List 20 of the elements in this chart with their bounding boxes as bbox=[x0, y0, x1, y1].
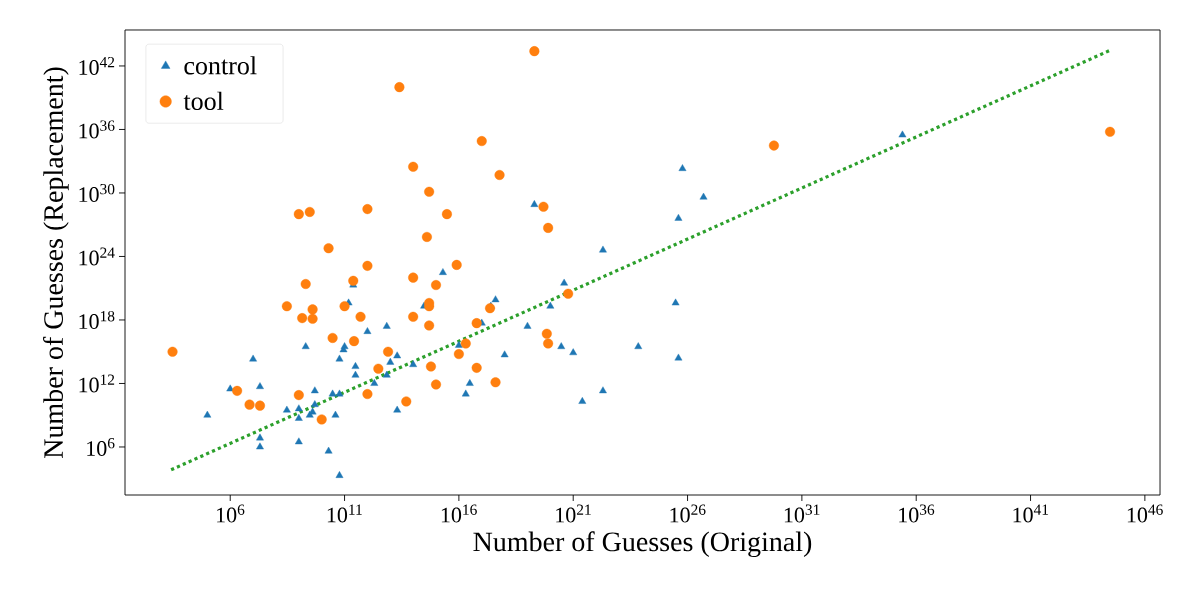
y-tick-label: 10$^{42}$ bbox=[79, 56, 115, 75]
x-tick-label: 10$^{26}$ bbox=[670, 504, 706, 523]
y-axis-title: Number of Guesses (Replacement) bbox=[43, 67, 69, 459]
x-tick-label: 10$^{21}$ bbox=[556, 504, 591, 523]
x-axis-title: Number of Guesses (Original) bbox=[473, 531, 812, 558]
x-tick-label: 10$^{6}$ bbox=[217, 504, 245, 523]
y-tick-label: 10$^{30}$ bbox=[79, 183, 115, 202]
x-tick-label: 10$^{11}$ bbox=[327, 504, 362, 523]
y-tick-label: 10$^{36}$ bbox=[79, 120, 115, 139]
y-tick-label: 10$^{24}$ bbox=[79, 247, 115, 266]
x-tick-label: 10$^{31}$ bbox=[784, 504, 820, 523]
x-tick-label: 10$^{16}$ bbox=[441, 504, 477, 523]
legend-label: tool bbox=[183, 91, 224, 110]
legend-label: control bbox=[184, 56, 257, 75]
x-tick-label: 10$^{41}$ bbox=[1013, 504, 1049, 523]
x-tick-label: 10$^{36}$ bbox=[899, 504, 935, 523]
y-tick-label: 10$^{12}$ bbox=[79, 374, 115, 393]
x-tick-label: 10$^{46}$ bbox=[1127, 504, 1163, 523]
y-tick-label: 10$^{6}$ bbox=[87, 438, 115, 456]
y-tick-label: 10$^{18}$ bbox=[79, 310, 115, 329]
